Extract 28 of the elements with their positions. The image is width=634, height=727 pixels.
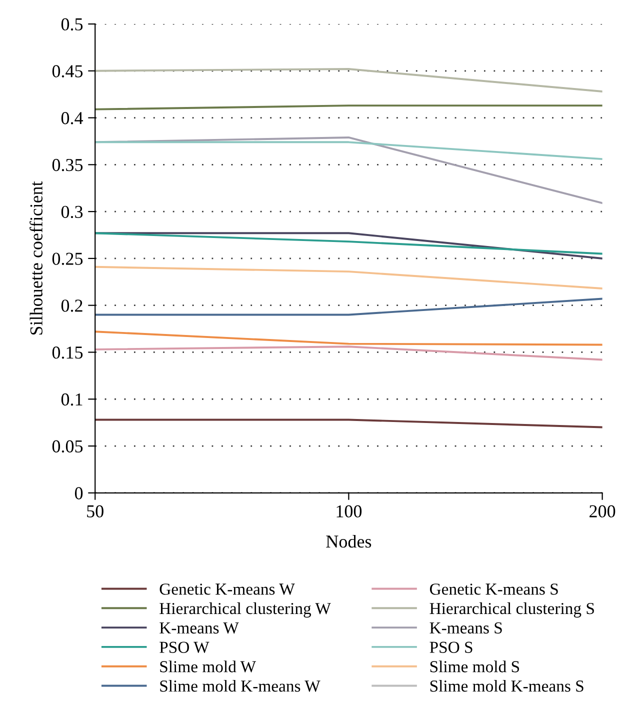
- legend-label: PSO S: [430, 642, 472, 653]
- x-tick-label: 200: [590, 505, 616, 518]
- legend-label: Hierarchical clustering S: [430, 602, 594, 618]
- y-tick-label: 0.45: [52, 65, 83, 78]
- legend-label: Slime mold S: [430, 660, 520, 672]
- y-tick-label: 0.1: [61, 393, 82, 406]
- y-tick-label: 0.15: [52, 346, 83, 359]
- legend-label: K-means W: [160, 622, 239, 634]
- y-tick-label: 0.3: [61, 206, 83, 218]
- x-tick-label: 100: [336, 505, 362, 518]
- legend-label: PSO W: [160, 642, 210, 654]
- y-axis-title: Silhouette coefficient: [30, 181, 42, 335]
- legend-label: K-means S: [430, 622, 502, 634]
- x-tick-label: 50: [87, 505, 104, 518]
- x-axis-title: Nodes: [326, 534, 372, 548]
- y-tick-label: 0.5: [61, 18, 83, 31]
- y-tick-label: 0.05: [52, 440, 83, 453]
- y-tick-label: 0.4: [61, 112, 84, 124]
- legend-label: Genetic K-means S: [430, 584, 558, 595]
- y-tick-label: 0: [74, 487, 83, 500]
- legend-label: Hierarchical clustering W: [160, 602, 331, 618]
- y-tick-label: 0.35: [52, 158, 83, 172]
- legend-label: Slime mold W: [160, 660, 256, 672]
- y-tick-label: 0.25: [52, 252, 83, 265]
- y-tick-label: 0.2: [61, 300, 82, 312]
- legend-label: Slime mold K-means W: [160, 680, 320, 692]
- legend-label: Genetic K-means W: [160, 584, 295, 595]
- legend-label: Slime mold K-means S: [430, 680, 584, 692]
